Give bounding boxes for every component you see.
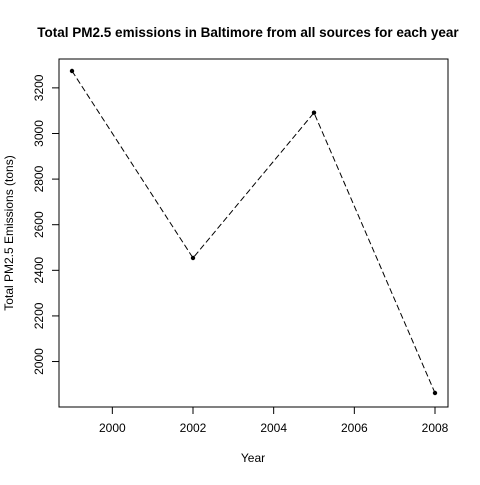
y-axis-label: Total PM2.5 Emissions (tons) xyxy=(2,155,16,310)
x-axis: 2000 2002 2004 2006 2008 xyxy=(99,406,449,435)
x-tick-label: 2006 xyxy=(341,421,368,435)
series-layer xyxy=(69,68,438,396)
series-line xyxy=(71,70,436,394)
x-tick-label: 2000 xyxy=(99,421,126,435)
data-point xyxy=(190,255,196,261)
y-tick-label: 3000 xyxy=(32,120,46,147)
y-tick-label: 2600 xyxy=(32,211,46,238)
plot-frame xyxy=(58,58,449,408)
data-point xyxy=(432,390,438,396)
y-tick-label: 2400 xyxy=(32,257,46,284)
chart-title: Total PM2.5 emissions in Baltimore from … xyxy=(37,25,459,40)
x-tick-label: 2002 xyxy=(180,421,207,435)
x-tick-label: 2008 xyxy=(422,421,449,435)
y-axis: 2000 2200 2400 2600 2800 3000 3200 xyxy=(32,74,60,375)
y-tick-label: 2000 xyxy=(32,348,46,375)
x-tick-label: 2004 xyxy=(260,421,287,435)
y-tick-label: 2200 xyxy=(32,302,46,329)
x-axis-label: Year xyxy=(241,451,265,465)
data-point xyxy=(69,68,75,74)
data-point xyxy=(311,110,317,115)
y-tick-label: 2800 xyxy=(32,165,46,192)
y-tick-label: 3200 xyxy=(32,74,46,101)
